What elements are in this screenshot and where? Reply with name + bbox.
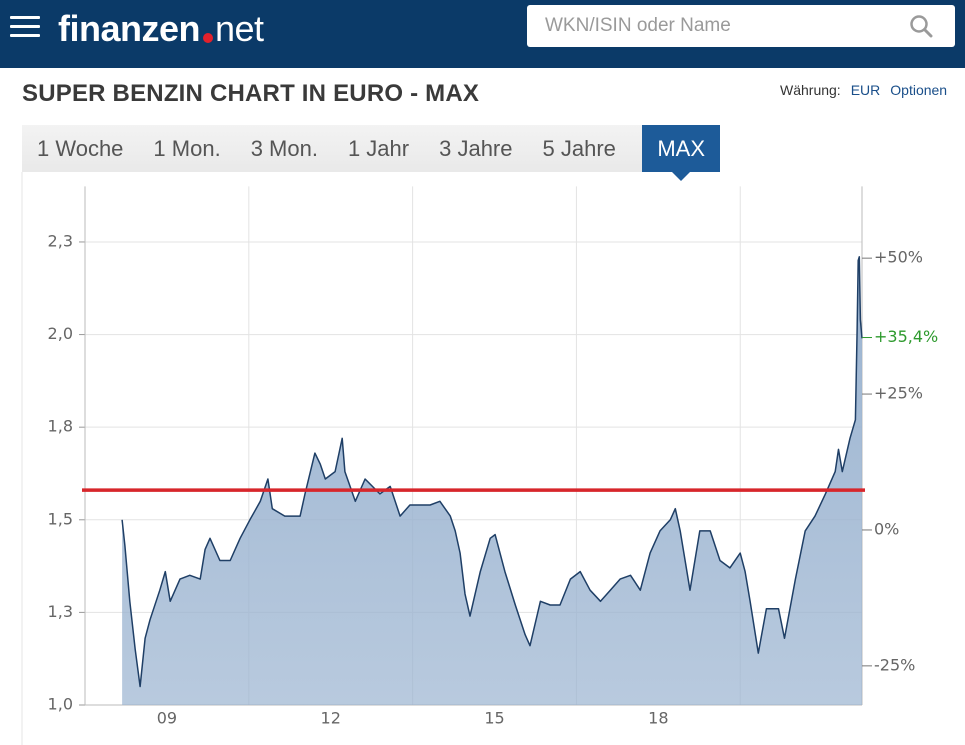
range-tab[interactable]: 3 Mon. (250, 136, 318, 161)
y-tick-label: 2,0 (48, 324, 73, 343)
logo-dot (203, 33, 214, 43)
y2-tick-label: +25% (874, 384, 923, 403)
price-line (121, 256, 863, 688)
y2-tick-label: -25% (874, 655, 915, 674)
x-tick-label: 12 (321, 709, 341, 728)
y-tick-label: 1,0 (48, 695, 73, 714)
search-placeholder: WKN/ISIN oder Name (545, 15, 731, 36)
menu-button[interactable] (10, 16, 40, 38)
header: finanzen net WKN/ISIN oder Name (0, 0, 965, 68)
y-tick-label: 1,5 (48, 509, 73, 528)
search-icon[interactable] (909, 14, 933, 38)
y-tick-label: 1,3 (48, 602, 73, 621)
logo-suffix: net (215, 8, 264, 49)
range-tab[interactable]: MAX (642, 125, 720, 172)
logo[interactable]: finanzen net (58, 8, 264, 50)
range-tabs: 1 Woche 1 Mon. 3 Mon. 1 Jahr 3 Jahre 5 Jahre M… (22, 125, 720, 172)
y2-tick-label: +50% (874, 248, 923, 267)
tab-pointer (672, 172, 690, 181)
range-tab[interactable]: 1 Mon. (153, 136, 221, 161)
x-tick-label: 15 (484, 709, 504, 728)
options-link[interactable]: Optionen (890, 82, 948, 98)
y2-tick-label: 0% (874, 519, 899, 538)
range-tab[interactable]: 5 Jahre (542, 136, 616, 161)
page-title: SUPER BENZIN CHART IN EURO - MAX (22, 80, 480, 107)
current-change-label: +35,4% (874, 327, 938, 346)
y-tick-label: 1,8 (48, 417, 73, 436)
area-fill (122, 256, 863, 705)
currency-label: Währung: (780, 82, 841, 98)
currency-link[interactable]: EUR (850, 82, 881, 98)
x-tick-label: 18 (648, 709, 668, 728)
logo-text: finanzen (58, 8, 201, 49)
y-tick-label: 2,3 (48, 231, 73, 250)
range-tab[interactable]: 3 Jahre (439, 136, 513, 161)
range-tab[interactable]: 1 Jahr (347, 136, 410, 161)
range-tab[interactable]: 1 Woche (37, 136, 124, 161)
currency-bar: Währung: EUR Optionen (780, 82, 947, 98)
search-box[interactable]: WKN/ISIN oder Name (527, 5, 955, 47)
x-tick-label: 09 (157, 709, 177, 728)
